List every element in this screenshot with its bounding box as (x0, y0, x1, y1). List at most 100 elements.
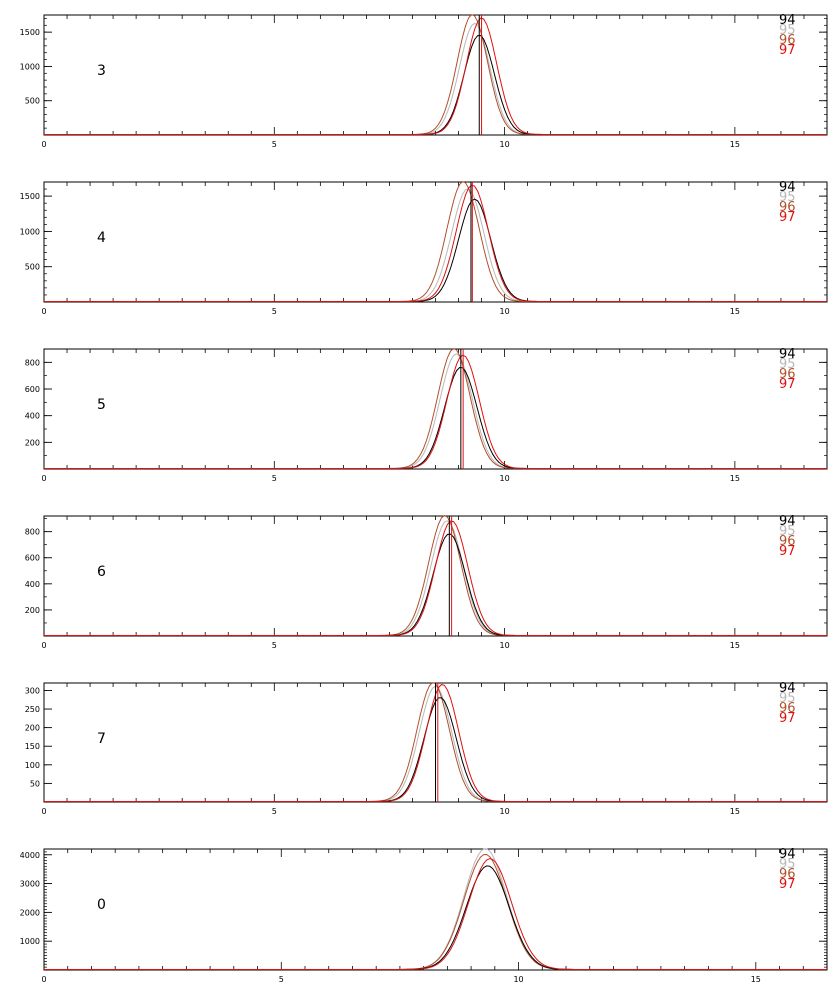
y-tick-label: 600 (25, 554, 40, 563)
legend-entry-94: 94 (779, 347, 796, 362)
x-tick-label: 5 (279, 975, 284, 984)
legend-entry-94: 94 (779, 847, 796, 862)
x-tick-label: 0 (41, 807, 46, 816)
series-line-96 (44, 13, 827, 135)
y-tick-label: 1500 (20, 28, 40, 37)
x-tick-label: 5 (272, 474, 277, 483)
x-tick-label: 5 (272, 641, 277, 650)
x-tick-label: 10 (499, 474, 509, 483)
x-tick-label: 0 (41, 641, 46, 650)
series-line-96 (44, 181, 827, 302)
y-tick-label: 1000 (20, 227, 40, 236)
legend-entry-97: 97 (779, 544, 796, 559)
legend-entry-96: 96 (779, 367, 796, 382)
panel-label: 4 (97, 230, 106, 246)
series-line-97 (44, 184, 827, 302)
series-line-94 (44, 34, 827, 135)
x-tick-label: 15 (730, 807, 740, 816)
y-tick-label: 600 (25, 385, 40, 394)
legend-entry-96: 96 (779, 701, 796, 716)
x-tick-label: 10 (499, 140, 509, 149)
x-tick-label: 0 (41, 474, 46, 483)
series-line-96 (44, 514, 827, 636)
x-tick-label: 0 (41, 975, 46, 984)
y-tick-label: 400 (25, 580, 40, 589)
legend-entry-94: 94 (779, 180, 796, 195)
y-tick-label: 400 (25, 412, 40, 421)
y-tick-label: 200 (25, 606, 40, 615)
y-tick-label: 50 (30, 779, 40, 788)
series-line-94 (44, 865, 827, 970)
legend-entry-96: 96 (779, 200, 796, 215)
legend-entry-94: 94 (779, 681, 796, 696)
legend-entry-97: 97 (779, 377, 796, 392)
x-tick-label: 5 (272, 140, 277, 149)
series-line-95 (44, 848, 827, 970)
x-tick-label: 10 (499, 307, 509, 316)
series-line-97 (44, 17, 827, 135)
series-line-97 (44, 520, 827, 636)
y-tick-label: 800 (25, 528, 40, 537)
x-tick-label: 0 (41, 307, 46, 316)
x-tick-label: 5 (272, 307, 277, 316)
legend-entry-95: 95 (779, 524, 796, 539)
y-tick-label: 500 (25, 97, 40, 106)
panel-label: 6 (97, 564, 106, 580)
y-tick-label: 100 (25, 761, 40, 770)
plot-frame (43, 348, 828, 470)
panel-label: 7 (97, 731, 106, 747)
series-line-95 (44, 353, 827, 469)
series-line-95 (44, 188, 827, 302)
y-tick-label: 4000 (20, 851, 40, 860)
series-line-95 (44, 520, 827, 636)
y-tick-label: 250 (25, 705, 40, 714)
legend-entry-97: 97 (779, 877, 796, 892)
x-tick-label: 15 (730, 307, 740, 316)
legend-entry-96: 96 (779, 867, 796, 882)
y-tick-label: 300 (25, 686, 40, 695)
series-line-97 (44, 354, 827, 469)
legend-entry-95: 95 (779, 357, 796, 372)
x-tick-label: 15 (730, 474, 740, 483)
series-line-95 (44, 22, 827, 135)
plot-frame (43, 848, 828, 971)
x-tick-label: 10 (499, 807, 509, 816)
y-tick-label: 200 (25, 724, 40, 733)
legend-entry-96: 96 (779, 33, 796, 48)
y-tick-label: 800 (25, 358, 40, 367)
y-tick-label: 1000 (20, 937, 40, 946)
x-tick-label: 15 (730, 641, 740, 650)
legend-entry-95: 95 (779, 190, 796, 205)
x-tick-label: 5 (272, 807, 277, 816)
series-line-97 (44, 858, 827, 970)
legend-entry-95: 95 (779, 857, 796, 872)
y-tick-label: 500 (25, 263, 40, 272)
plot-frame (43, 14, 828, 136)
series-line-94 (44, 533, 827, 636)
legend-entry-97: 97 (779, 43, 796, 58)
legend-entry-95: 95 (779, 23, 796, 38)
legend-entry-95: 95 (779, 691, 796, 706)
x-tick-label: 15 (730, 140, 740, 149)
y-tick-label: 200 (25, 438, 40, 447)
y-tick-label: 2000 (20, 908, 40, 917)
y-tick-label: 3000 (20, 880, 40, 889)
legend-entry-94: 94 (779, 13, 796, 28)
panel-label: 3 (97, 63, 106, 79)
legend-entry-97: 97 (779, 210, 796, 225)
panel-label: 0 (97, 897, 106, 913)
legend-entry-94: 94 (779, 514, 796, 529)
series-line-96 (44, 853, 827, 970)
legend-entry-97: 97 (779, 711, 796, 726)
plot-frame (43, 181, 828, 303)
x-tick-label: 0 (41, 140, 46, 149)
panel-label: 5 (97, 397, 106, 413)
x-tick-label: 10 (513, 975, 523, 984)
